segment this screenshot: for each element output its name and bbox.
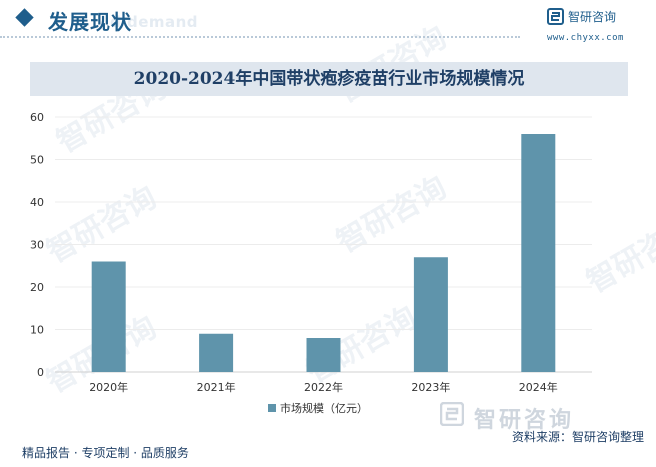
y-tick-label: 0 [37, 366, 44, 379]
footer-slogan: 精品报告 · 专项定制 · 品质服务 [22, 446, 189, 460]
chart-title: 2020-2024年中国带状疱疹疫苗行业市场规模情况 [133, 69, 525, 89]
legend-label: 市场规模（亿元） [280, 401, 368, 415]
bar [199, 333, 234, 372]
bottom-watermark: 智研咨询 [474, 408, 575, 433]
y-tick-label: 60 [30, 111, 44, 124]
brand-name: 智研咨询 [568, 10, 617, 24]
x-tick-label: 2024年 [519, 380, 558, 394]
section-subtitle: d demand [110, 13, 199, 31]
legend-swatch [268, 404, 276, 412]
bar [306, 338, 341, 372]
y-tick-label: 20 [30, 281, 44, 294]
header-divider [0, 36, 520, 38]
x-tick-label: 2020年 [89, 380, 128, 394]
x-tick-label: 2023年 [411, 380, 450, 394]
section-title: 发展现状 [48, 10, 132, 34]
chart-title-band [30, 62, 628, 96]
bar [91, 261, 126, 372]
brand-url: www.chyxx.com [547, 33, 624, 43]
brand-logo-icon [547, 8, 564, 25]
y-tick-label: 50 [30, 154, 44, 167]
page-header: d demand 发展现状 智研咨询 www.chyxx.com [0, 0, 656, 52]
y-tick-label: 10 [30, 324, 44, 337]
bar [413, 257, 448, 372]
watermark-logo-icon [440, 402, 464, 426]
x-tick-label: 2022年 [304, 380, 343, 394]
x-tick-label: 2021年 [197, 380, 236, 394]
bar [521, 134, 556, 372]
y-tick-label: 40 [30, 196, 44, 209]
data-source: 资料来源：智研咨询整理 [511, 430, 644, 444]
y-tick-label: 30 [30, 239, 44, 252]
